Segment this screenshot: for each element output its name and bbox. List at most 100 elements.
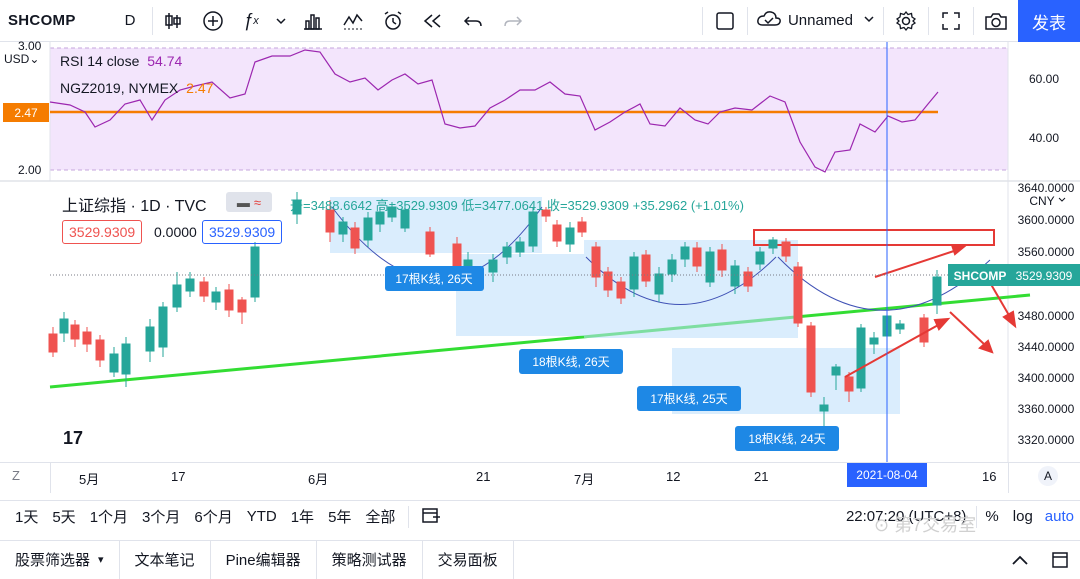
candle	[844, 372, 854, 402]
price-tick: 3600.0000	[1018, 213, 1075, 227]
chart-canvas[interactable]: 60.00 40.00	[0, 42, 1080, 462]
alarm-plus-icon[interactable]	[373, 0, 413, 42]
collapse-panel-icon[interactable]	[1000, 554, 1040, 566]
candle	[375, 207, 385, 232]
range-all[interactable]: 全部	[365, 509, 396, 526]
tab-trading-panel[interactable]: 交易面板	[423, 540, 514, 579]
maximize-panel-icon[interactable]	[1040, 551, 1080, 569]
zoom-reset-button[interactable]: Z	[12, 468, 20, 483]
fullscreen-icon[interactable]	[929, 0, 973, 42]
last-price-tag	[1008, 264, 1080, 286]
plus-circle-icon[interactable]	[193, 0, 233, 42]
publish-button[interactable]: 发表	[1018, 0, 1080, 42]
candle	[59, 312, 69, 342]
camera-icon[interactable]	[974, 0, 1018, 42]
candle	[831, 364, 841, 390]
percent-toggle[interactable]: %	[985, 508, 999, 525]
annotation-4	[735, 426, 839, 451]
interval-button[interactable]: D	[124, 12, 136, 29]
ng-price-marker: 2.47	[3, 103, 49, 122]
candle	[730, 260, 740, 294]
price-tick: 3440.0000	[1018, 340, 1075, 354]
price-tick: 3360.0000	[1018, 402, 1075, 416]
tab-stock-screener[interactable]: 股票筛选器 ▾	[0, 540, 120, 579]
sell-price-box[interactable]: 3529.9309	[62, 220, 143, 244]
candle	[158, 302, 168, 357]
chevron-down-icon: ▾	[98, 554, 104, 566]
compare-value: 2.47	[186, 80, 214, 96]
compare-legend[interactable]: NGZ2019, NYMEX 2.47	[60, 80, 213, 96]
currency-label: USD	[4, 52, 30, 66]
range-1y[interactable]: 1年	[290, 509, 315, 526]
candle	[224, 284, 234, 317]
candle	[250, 242, 260, 302]
candle	[692, 242, 702, 272]
annotation-3-text: 17根K线, 25天	[650, 392, 727, 406]
square-icon[interactable]	[703, 0, 747, 42]
rsi-legend[interactable]: RSI 14 close 54.74	[60, 53, 182, 69]
line-chart-icon[interactable]	[333, 0, 373, 42]
candle	[895, 320, 905, 334]
candle	[667, 254, 677, 282]
auto-toggle[interactable]: auto	[1044, 508, 1074, 525]
symbol-search[interactable]: SHCOMP	[8, 12, 76, 29]
auto-scale-button[interactable]: A	[1038, 466, 1058, 486]
candle	[145, 319, 155, 362]
candle	[425, 227, 435, 257]
chart-area[interactable]: 60.00 40.00	[0, 39, 1080, 462]
gear-icon[interactable]	[884, 0, 928, 42]
chevron-down-icon[interactable]	[269, 0, 293, 42]
main-legend-title[interactable]: 上证综指 · 1D · TVC	[62, 198, 207, 215]
range-ytd[interactable]: YTD	[246, 508, 277, 525]
log-toggle[interactable]: log	[1012, 508, 1033, 525]
layout-menu[interactable]: Unnamed	[748, 0, 883, 42]
candle	[70, 320, 80, 347]
undo-icon[interactable]	[453, 0, 493, 42]
candle	[743, 267, 753, 292]
rsi-value: 54.74	[147, 53, 183, 69]
currency-selector[interactable]: USD⌄	[4, 52, 39, 66]
candle	[338, 217, 348, 242]
chevron-down-icon	[863, 12, 875, 30]
divider	[746, 6, 748, 35]
range-1d[interactable]: 1天	[15, 509, 39, 526]
last-symbol-text: SHCOMP	[954, 269, 1007, 283]
range-1m[interactable]: 1个月	[89, 509, 129, 526]
annotation-3	[637, 386, 741, 411]
time-label: 16	[982, 469, 997, 484]
candle	[172, 272, 182, 312]
tab-strategy-tester[interactable]: 策略测试器	[317, 540, 423, 579]
clock-time[interactable]: 22:07:20 (UTC+8)	[845, 508, 967, 525]
time-axis[interactable]: Z 5月 17 6月 21 7月 12 21 16 2021-08-04 A	[0, 462, 1080, 493]
candle	[48, 327, 58, 357]
annotation-1-text: 17根K线, 26天	[395, 272, 472, 286]
watermark-text: 第7交易室	[894, 515, 977, 535]
watermark: ⊙ 第7交易室	[874, 511, 976, 537]
bar-indicator-icon[interactable]	[293, 0, 333, 42]
price-tick: 3560.0000	[1018, 245, 1075, 259]
range-5y[interactable]: 5年	[328, 509, 352, 526]
range-6m[interactable]: 6个月	[194, 509, 233, 526]
redo-icon[interactable]	[493, 0, 533, 42]
candle	[199, 277, 209, 302]
candle	[363, 212, 373, 247]
tab-text-notes[interactable]: 文本笔记	[120, 540, 211, 579]
candle	[793, 262, 803, 327]
goto-date-icon[interactable]	[415, 506, 447, 528]
wechat-icon: ⊙	[874, 515, 890, 535]
divider	[408, 505, 410, 528]
legend-toggle-button[interactable]: ▬ ≈	[226, 192, 272, 212]
candle	[705, 247, 715, 287]
time-label: 12	[666, 469, 681, 484]
rsi-title: RSI 14 close	[60, 53, 140, 69]
rewind-icon[interactable]	[413, 0, 453, 42]
buy-price-box[interactable]: 3529.9309	[202, 220, 283, 244]
candle	[211, 287, 221, 310]
divider	[973, 6, 974, 35]
range-5d[interactable]: 5天	[52, 509, 76, 526]
candle	[515, 237, 525, 257]
tab-pine-editor[interactable]: Pine编辑器	[211, 540, 317, 579]
range-3m[interactable]: 3个月	[142, 509, 181, 526]
candles-icon[interactable]	[153, 0, 193, 42]
